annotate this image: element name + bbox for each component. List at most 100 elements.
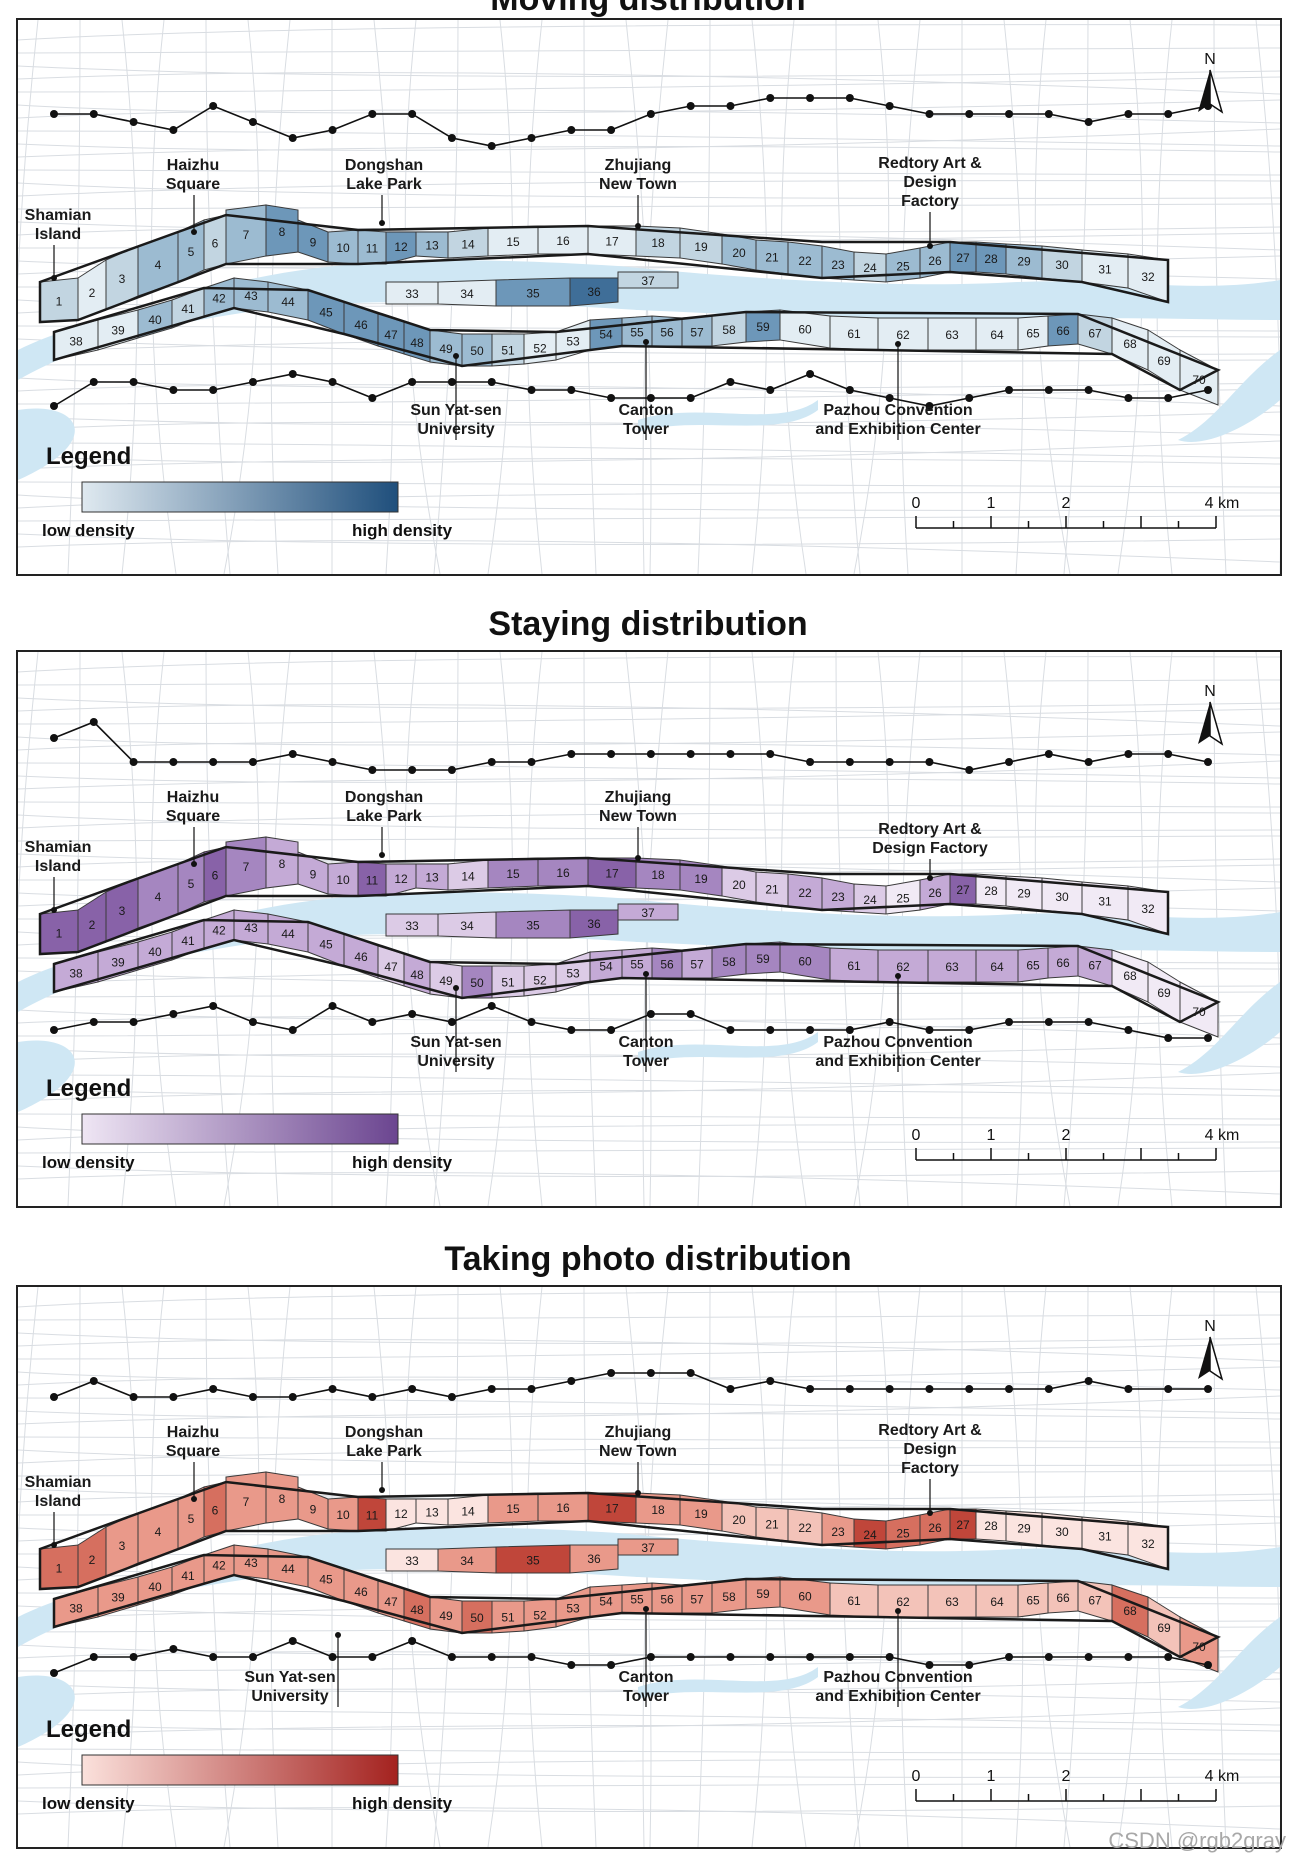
landmark-zhujiang-marker bbox=[635, 223, 641, 229]
north-label: N bbox=[1204, 51, 1216, 68]
segment-8-label: 8 bbox=[279, 225, 286, 239]
street bbox=[18, 1807, 1280, 1830]
segment-62: 62 bbox=[877, 1584, 929, 1618]
segment-45-label: 45 bbox=[319, 938, 333, 952]
street bbox=[18, 697, 1280, 709]
segment-39-label: 39 bbox=[111, 1591, 125, 1605]
segment-53-label: 53 bbox=[566, 335, 580, 349]
segment-40-label: 40 bbox=[148, 313, 162, 327]
south-bank-outline bbox=[52, 1553, 1221, 1659]
segment-65-label: 65 bbox=[1026, 959, 1040, 973]
segment-33: 33 bbox=[385, 281, 439, 305]
segment-46-label: 46 bbox=[354, 950, 368, 964]
segment-59-label: 59 bbox=[756, 1587, 770, 1601]
north-density-line-point bbox=[487, 142, 496, 150]
south-density-line-point bbox=[965, 394, 974, 402]
segment-23-label: 23 bbox=[831, 1525, 845, 1539]
panel-title-moving: Moving distribution bbox=[0, 0, 1296, 19]
south-density-line-point bbox=[1204, 1034, 1212, 1042]
north-density-line-point bbox=[527, 758, 536, 766]
segment-23: 23 bbox=[821, 877, 855, 913]
north-arrow-left bbox=[1198, 1337, 1210, 1379]
south-density-line bbox=[50, 1637, 1212, 1677]
segment-51-label: 51 bbox=[501, 344, 515, 358]
north-density-line-point bbox=[50, 1393, 58, 1401]
landmark-shamian-marker bbox=[51, 1542, 57, 1548]
south-density-line-point bbox=[447, 1018, 456, 1026]
street bbox=[18, 1072, 1280, 1095]
landmark-canton-marker bbox=[643, 339, 649, 345]
north-density-line-point bbox=[288, 134, 297, 142]
legend-title: Legend bbox=[46, 1075, 131, 1102]
segment-18-label: 18 bbox=[651, 1503, 665, 1517]
scale-bar-label: 0 bbox=[912, 1768, 921, 1785]
segment-28: 28 bbox=[975, 241, 1007, 275]
segment-9-label: 9 bbox=[310, 1503, 317, 1517]
south-density-line-point bbox=[89, 1018, 98, 1026]
north-density-line-point bbox=[169, 758, 178, 766]
segment-27: 27 bbox=[949, 241, 977, 273]
north-arrow-right bbox=[1209, 1336, 1224, 1381]
segment-11: 11 bbox=[357, 1496, 387, 1532]
segment-64-label: 64 bbox=[990, 960, 1004, 974]
north-density-line-point bbox=[447, 134, 456, 142]
street bbox=[18, 182, 1280, 199]
segment-57: 57 bbox=[681, 1582, 713, 1614]
segment-49: 49 bbox=[429, 1596, 463, 1634]
street bbox=[18, 442, 1280, 459]
north-density-line-point bbox=[1124, 1385, 1133, 1393]
segment-23: 23 bbox=[821, 245, 855, 281]
south-density-line-point bbox=[209, 386, 218, 394]
segment-65: 65 bbox=[1017, 315, 1049, 351]
south-density-line-point bbox=[1084, 386, 1093, 394]
street bbox=[18, 128, 1280, 151]
south-density-line-point bbox=[129, 1653, 138, 1661]
segment-47-label: 47 bbox=[384, 328, 398, 342]
segment-6-label: 6 bbox=[212, 868, 219, 882]
segment-54-label: 54 bbox=[599, 1595, 613, 1609]
segment-69-label: 69 bbox=[1157, 1621, 1171, 1635]
south-density-line-point bbox=[646, 1010, 655, 1018]
legend-bar bbox=[81, 1113, 399, 1145]
segment-15-label: 15 bbox=[506, 1502, 520, 1516]
street bbox=[18, 1016, 1280, 1039]
north-density-line-path bbox=[53, 721, 1209, 771]
segment-14-label: 14 bbox=[461, 1505, 475, 1519]
legend-bar bbox=[81, 1754, 399, 1786]
segment-33: 33 bbox=[385, 1548, 439, 1572]
segment-12-label: 12 bbox=[394, 1507, 408, 1521]
segment-61-label: 61 bbox=[847, 327, 861, 341]
street bbox=[18, 708, 1280, 725]
street bbox=[18, 1470, 1280, 1477]
segment-49-label: 49 bbox=[439, 1609, 453, 1623]
river-branch-east bbox=[1178, 1617, 1280, 1709]
north-density-line-point bbox=[209, 102, 218, 110]
south-density-line-path bbox=[53, 1640, 1209, 1674]
segment-52-label: 52 bbox=[533, 974, 547, 988]
segment-25: 25 bbox=[885, 879, 921, 915]
landmark-pazhou-marker bbox=[895, 1608, 901, 1614]
south-density-line-point bbox=[129, 378, 138, 386]
segment-45: 45 bbox=[307, 1556, 345, 1602]
street bbox=[18, 1172, 1280, 1195]
legend: Legend low density high density bbox=[42, 1716, 453, 1813]
segment-36: 36 bbox=[569, 1544, 619, 1574]
segment-8: 8 bbox=[265, 836, 299, 889]
segment-66-label: 66 bbox=[1056, 956, 1070, 970]
segment-61-label: 61 bbox=[847, 1594, 861, 1608]
segment-26-label: 26 bbox=[928, 254, 942, 268]
north-arrow-right bbox=[1209, 701, 1224, 746]
south-density-line-point bbox=[766, 1026, 775, 1034]
street bbox=[18, 1395, 1280, 1418]
segment-7-label: 7 bbox=[243, 860, 250, 874]
legend-title: Legend bbox=[46, 443, 131, 470]
south-density-line-point bbox=[806, 1653, 815, 1661]
south-density-line-point bbox=[925, 1026, 934, 1034]
segment-64: 64 bbox=[975, 317, 1019, 351]
segment-34-label: 34 bbox=[460, 287, 474, 301]
north-density-line-point bbox=[965, 766, 974, 774]
segment-66: 66 bbox=[1047, 1580, 1079, 1614]
street bbox=[18, 1678, 1280, 1693]
segment-20: 20 bbox=[721, 233, 757, 271]
